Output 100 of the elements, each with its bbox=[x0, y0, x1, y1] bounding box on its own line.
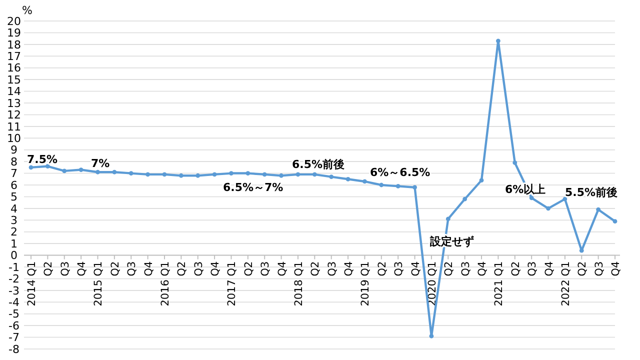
y-tick-label: 9 bbox=[10, 144, 18, 157]
y-tick-label: -3 bbox=[8, 284, 20, 298]
annotation: 5.5%前後 bbox=[565, 186, 618, 199]
point bbox=[479, 178, 484, 183]
y-tick-label: 3 bbox=[10, 214, 18, 227]
y-tick-label: 1 bbox=[10, 237, 18, 250]
x-tick-label: Q3 bbox=[393, 261, 406, 276]
x-tick-label: Q2 bbox=[376, 261, 388, 276]
point bbox=[312, 172, 317, 177]
x-tick-label: Q4 bbox=[210, 260, 222, 276]
point bbox=[246, 171, 250, 176]
x-tick-label: Q4 bbox=[76, 260, 88, 276]
x-tick-label: Q2 bbox=[510, 261, 522, 276]
x-tick-label: 2016 Q1 bbox=[159, 261, 172, 306]
annotation: 7.5% bbox=[27, 153, 58, 166]
y-tick-label: 18 bbox=[7, 38, 21, 52]
annotation: 6.5%前後 bbox=[292, 158, 345, 171]
y-tick-label: 15 bbox=[7, 73, 21, 86]
x-tick-label: Q3 bbox=[192, 261, 205, 276]
x-tick-label: Q3 bbox=[126, 261, 138, 276]
y-tick-label: 13 bbox=[7, 96, 21, 110]
x-tick-label: Q4 bbox=[410, 260, 422, 276]
point bbox=[262, 172, 267, 177]
y-tick-label: -7 bbox=[8, 331, 20, 344]
x-tick-label: 2022 Q1 bbox=[560, 261, 572, 306]
point bbox=[379, 182, 384, 188]
point bbox=[45, 164, 50, 168]
point bbox=[462, 196, 468, 202]
y-tick-label: -5 bbox=[8, 308, 20, 321]
point bbox=[596, 207, 601, 212]
x-tick-label: Q3 bbox=[526, 261, 539, 276]
point bbox=[496, 38, 500, 44]
y-tick-label: 10 bbox=[7, 132, 21, 145]
x-tick-label: Q3 bbox=[326, 261, 338, 276]
y-tick-label: -2 bbox=[8, 272, 20, 286]
y-axis-title: % bbox=[22, 4, 32, 17]
x-tick-label: 2021 Q1 bbox=[493, 261, 506, 306]
x-tick-label: Q4 bbox=[142, 260, 155, 276]
x-tick-label: Q3 bbox=[260, 261, 272, 276]
x-tick-label: 2018 Q1 bbox=[292, 261, 305, 306]
y-tick-label: 6 bbox=[10, 178, 18, 192]
y-tick-label: 8 bbox=[10, 155, 18, 168]
point bbox=[546, 206, 550, 211]
y-tick-label: 16 bbox=[7, 62, 21, 75]
y-tick-label: 0 bbox=[10, 249, 18, 262]
point bbox=[612, 219, 618, 224]
point bbox=[512, 160, 518, 165]
y-tick-label: 17 bbox=[7, 50, 21, 63]
point bbox=[329, 174, 334, 179]
x-tick-label: Q4 bbox=[476, 260, 489, 276]
point bbox=[412, 185, 417, 190]
annotation: 6%～6.5% bbox=[370, 166, 430, 179]
point bbox=[396, 184, 400, 188]
y-tick-label: 11 bbox=[7, 120, 21, 134]
annotation: 7% bbox=[91, 157, 110, 170]
x-tick-label: Q4 bbox=[276, 260, 288, 276]
x-tick-label: Q2 bbox=[443, 261, 456, 276]
x-tick-label: Q4 bbox=[543, 260, 556, 276]
point bbox=[562, 196, 568, 202]
point bbox=[162, 172, 167, 177]
x-tick-label: Q2 bbox=[310, 261, 322, 276]
point bbox=[362, 179, 367, 184]
x-tick-label: Q2 bbox=[42, 261, 55, 276]
x-tick-label: 2017 Q1 bbox=[226, 261, 238, 306]
point bbox=[112, 170, 117, 174]
point bbox=[346, 176, 350, 182]
point bbox=[296, 172, 300, 177]
y-tick-label: -8 bbox=[8, 342, 20, 356]
x-tick-label: Q3 bbox=[59, 261, 72, 276]
y-tick-label: 2 bbox=[10, 226, 18, 239]
point bbox=[529, 196, 534, 200]
x-tick-label: Q2 bbox=[109, 261, 122, 276]
x-tick-label: 2014 Q1 bbox=[26, 261, 38, 306]
y-tick-label: -6 bbox=[8, 319, 20, 332]
annotation: 6.5%～7% bbox=[223, 181, 284, 194]
x-tick-label: Q4 bbox=[610, 260, 622, 276]
y-tick-label: 5 bbox=[10, 190, 18, 204]
x-tick-label: Q2 bbox=[576, 261, 589, 276]
x-tick-label: 2015 Q1 bbox=[92, 261, 105, 306]
point bbox=[78, 168, 84, 172]
y-tick-label: 20 bbox=[7, 14, 21, 28]
x-tick-label: Q2 bbox=[176, 261, 188, 276]
y-tick-label: 7 bbox=[10, 167, 18, 180]
y-tick-label: 19 bbox=[7, 26, 21, 40]
point bbox=[429, 334, 434, 338]
point bbox=[279, 173, 284, 178]
point bbox=[146, 172, 150, 177]
y-tick-label: -1 bbox=[8, 260, 20, 274]
x-tick-label: Q3 bbox=[593, 261, 606, 276]
point bbox=[196, 173, 200, 178]
x-tick-label: Q4 bbox=[343, 260, 356, 276]
point bbox=[62, 168, 67, 174]
point bbox=[446, 216, 450, 222]
y-tick-label: 12 bbox=[7, 108, 21, 122]
point bbox=[128, 171, 134, 176]
y-tick-label: 14 bbox=[7, 85, 21, 98]
y-tick-label: -4 bbox=[8, 296, 20, 309]
y-tick-label: 4 bbox=[10, 202, 18, 216]
x-tick-label: Q3 bbox=[460, 261, 472, 276]
point bbox=[178, 173, 184, 178]
